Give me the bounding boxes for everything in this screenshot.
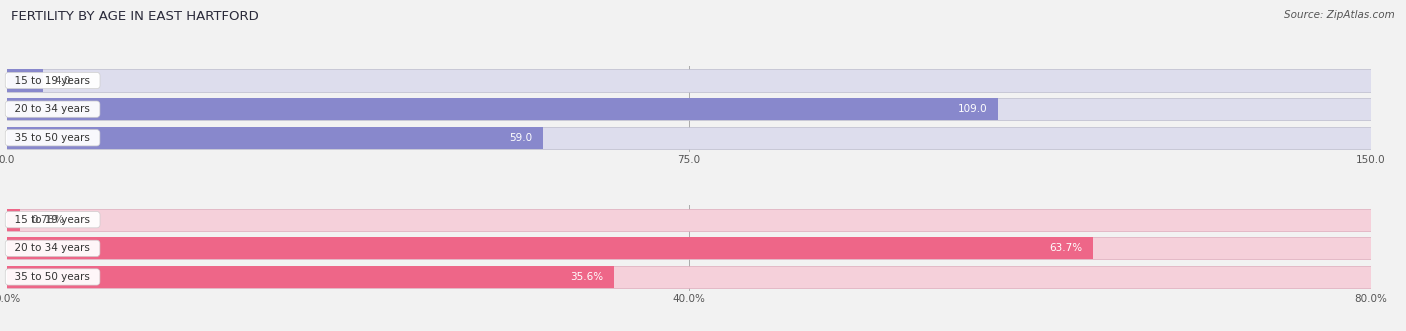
- Bar: [7, 237, 1092, 260]
- Text: 59.0: 59.0: [509, 133, 533, 143]
- Text: 109.0: 109.0: [957, 104, 987, 114]
- Bar: [7, 98, 998, 120]
- Bar: [7, 209, 20, 231]
- Bar: [7, 266, 614, 288]
- Bar: [7, 70, 44, 92]
- Bar: [7, 209, 1371, 231]
- Bar: [7, 266, 1371, 288]
- Bar: [7, 70, 1371, 92]
- Text: 15 to 19 years: 15 to 19 years: [8, 215, 97, 225]
- Text: 63.7%: 63.7%: [1049, 243, 1083, 253]
- Text: FERTILITY BY AGE IN EAST HARTFORD: FERTILITY BY AGE IN EAST HARTFORD: [11, 10, 259, 23]
- Bar: [7, 127, 544, 149]
- Bar: [7, 237, 1371, 260]
- Text: 4.0: 4.0: [55, 75, 70, 85]
- Text: 35 to 50 years: 35 to 50 years: [8, 133, 97, 143]
- Text: 15 to 19 years: 15 to 19 years: [8, 75, 97, 85]
- Text: 20 to 34 years: 20 to 34 years: [8, 243, 97, 253]
- Bar: [7, 98, 1371, 120]
- Text: Source: ZipAtlas.com: Source: ZipAtlas.com: [1284, 10, 1395, 20]
- Text: 35 to 50 years: 35 to 50 years: [8, 272, 97, 282]
- Text: 20 to 34 years: 20 to 34 years: [8, 104, 97, 114]
- Bar: [7, 127, 1371, 149]
- Text: 35.6%: 35.6%: [569, 272, 603, 282]
- Text: 0.78%: 0.78%: [31, 215, 65, 225]
